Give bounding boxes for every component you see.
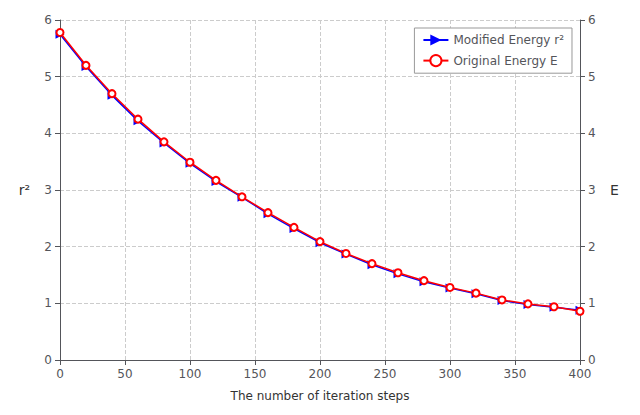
svg-text:250: 250 bbox=[374, 367, 397, 381]
svg-text:Modified Energy r²: Modified Energy r² bbox=[453, 33, 564, 47]
svg-text:1: 1 bbox=[44, 296, 52, 310]
svg-text:5: 5 bbox=[44, 70, 52, 84]
svg-text:300: 300 bbox=[439, 367, 462, 381]
svg-text:1: 1 bbox=[588, 296, 596, 310]
svg-text:400: 400 bbox=[569, 367, 592, 381]
svg-text:r²: r² bbox=[19, 182, 30, 198]
svg-text:3: 3 bbox=[588, 183, 596, 197]
svg-text:4: 4 bbox=[44, 126, 52, 140]
svg-text:5: 5 bbox=[588, 70, 596, 84]
svg-text:50: 50 bbox=[117, 367, 132, 381]
svg-text:150: 150 bbox=[244, 367, 267, 381]
svg-text:200: 200 bbox=[309, 367, 332, 381]
svg-text:2: 2 bbox=[588, 240, 596, 254]
svg-text:6: 6 bbox=[44, 13, 52, 27]
svg-text:Original Energy E: Original Energy E bbox=[453, 54, 557, 68]
svg-text:2: 2 bbox=[44, 240, 52, 254]
svg-text:6: 6 bbox=[588, 13, 596, 27]
svg-text:350: 350 bbox=[504, 367, 527, 381]
svg-text:0: 0 bbox=[44, 353, 52, 367]
svg-text:0: 0 bbox=[56, 367, 64, 381]
svg-text:E: E bbox=[610, 182, 619, 198]
svg-text:The number of iteration steps: The number of iteration steps bbox=[230, 389, 410, 403]
svg-text:100: 100 bbox=[179, 367, 202, 381]
svg-text:0: 0 bbox=[588, 353, 596, 367]
svg-text:3: 3 bbox=[44, 183, 52, 197]
svg-text:4: 4 bbox=[588, 126, 596, 140]
